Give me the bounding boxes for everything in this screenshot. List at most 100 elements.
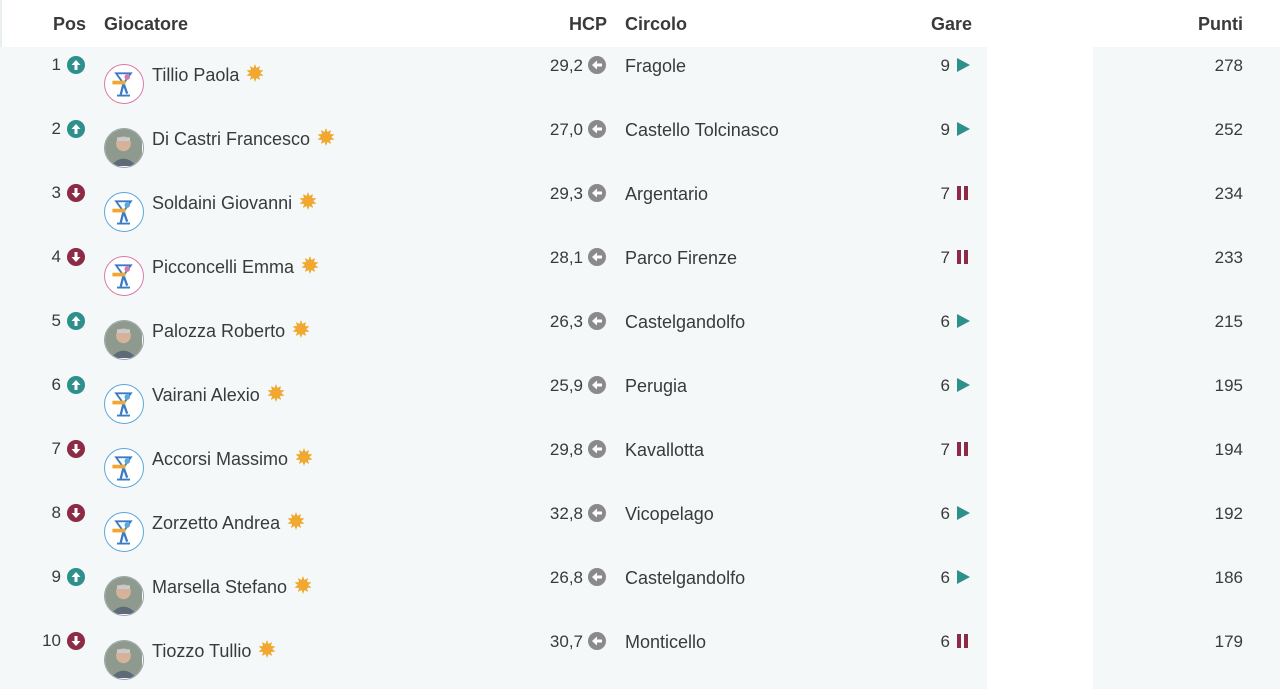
position-number: 2: [51, 119, 61, 138]
races-count: 9: [940, 56, 950, 75]
handicap-value: 28,1: [549, 248, 583, 267]
avatar[interactable]: [104, 512, 144, 552]
position-number: 4: [51, 247, 61, 266]
handicap-value: 25,9: [549, 376, 583, 395]
player-name[interactable]: Soldaini Giovanni: [152, 191, 318, 214]
trend-up-icon: [67, 312, 85, 330]
player-name-label[interactable]: Di Castri Francesco: [152, 129, 311, 149]
play-icon: [955, 376, 971, 394]
player-name[interactable]: Picconcelli Emma: [152, 255, 320, 278]
handicap-value: 29,2: [549, 56, 583, 75]
arrow-left-icon: [588, 248, 606, 266]
handicap-value: 29,3: [549, 184, 583, 203]
table-row[interactable]: 9 Marsella Stefano 26,8 Castelgandolfo 6 186: [0, 554, 1280, 618]
player-name[interactable]: Tillio Paola: [152, 63, 265, 86]
races-count: 6: [940, 504, 950, 523]
avatar[interactable]: [104, 128, 144, 168]
handicap-value: 27,0: [549, 120, 583, 139]
table-row[interactable]: 1 Tillio Paola 29,2 Fragole 9 278: [0, 42, 1280, 106]
header-pos[interactable]: Pos: [53, 14, 87, 34]
player-name[interactable]: Vairani Alexio: [152, 383, 286, 406]
races-count: 6: [940, 376, 950, 395]
points-value: 278: [1214, 56, 1243, 75]
points-value: 195: [1214, 376, 1243, 395]
arrow-left-icon: [588, 120, 606, 138]
player-name[interactable]: Accorsi Massimo: [152, 447, 314, 470]
position-number: 3: [51, 183, 61, 202]
races-count: 6: [940, 312, 950, 331]
pause-icon: [955, 184, 971, 202]
club-name: Vicopelago: [625, 504, 714, 524]
races-count: 6: [940, 632, 950, 651]
avatar[interactable]: [104, 576, 144, 616]
arrow-left-icon: [588, 440, 606, 458]
position-number: 10: [42, 631, 61, 650]
avatar[interactable]: [104, 384, 144, 424]
player-name[interactable]: Tiozzo Tullio: [152, 639, 277, 662]
handicap-value: 29,8: [549, 440, 583, 459]
arrow-left-icon: [588, 504, 606, 522]
table-row[interactable]: 2 Di Castri Francesco 27,0 Castello Tolcina…: [0, 106, 1280, 170]
header-circolo[interactable]: Circolo: [625, 14, 688, 34]
trend-down-icon: [67, 248, 85, 266]
avatar[interactable]: [104, 640, 144, 680]
table-row[interactable]: 3 Soldaini Giovanni 29,3 Argentario 7 234: [0, 170, 1280, 234]
table-row[interactable]: 4 Picconcelli Emma 28,1 Parco Firenze 7 233: [0, 234, 1280, 298]
points-value: 179: [1214, 632, 1243, 651]
player-name-label[interactable]: Zorzetto Andrea: [152, 513, 281, 533]
position-number: 1: [51, 55, 61, 74]
player-name-label[interactable]: Tillio Paola: [152, 65, 240, 85]
arrow-left-icon: [588, 568, 606, 586]
club-name: Castelgandolfo: [625, 312, 746, 332]
player-name[interactable]: Zorzetto Andrea: [152, 511, 306, 534]
points-column-background: [1093, 47, 1280, 689]
trend-down-icon: [67, 504, 85, 522]
header-hcp[interactable]: HCP: [569, 14, 608, 34]
club-name: Kavallotta: [625, 440, 705, 460]
header-gare[interactable]: Gare: [931, 14, 973, 34]
player-name-label[interactable]: Palozza Roberto: [152, 321, 286, 341]
avatar[interactable]: [104, 64, 144, 104]
trend-up-icon: [67, 56, 85, 74]
player-name[interactable]: Di Castri Francesco: [152, 127, 336, 150]
club-name: Parco Firenze: [625, 248, 738, 268]
avatar[interactable]: [104, 448, 144, 488]
arrow-left-icon: [588, 184, 606, 202]
header-punti[interactable]: Punti: [1198, 14, 1243, 34]
star-badge-icon: [266, 383, 286, 403]
avatar[interactable]: [104, 256, 144, 296]
arrow-left-icon: [588, 632, 606, 650]
player-name-label[interactable]: Soldaini Giovanni: [152, 193, 293, 213]
handicap-value: 30,7: [549, 632, 583, 651]
table-row[interactable]: 8 Zorzetto Andrea 32,8 Vicopelago 6 192: [0, 490, 1280, 554]
player-name[interactable]: Marsella Stefano: [152, 575, 313, 598]
points-value: 233: [1214, 248, 1243, 267]
arrow-left-icon: [588, 376, 606, 394]
table-row[interactable]: 6 Vairani Alexio 25,9 Perugia 6 195: [0, 362, 1280, 426]
player-name-label[interactable]: Tiozzo Tullio: [152, 641, 252, 661]
table-row[interactable]: 5 Palozza Roberto 26,3 Castelgandolfo 6 215: [0, 298, 1280, 362]
races-count: 9: [940, 120, 950, 139]
table-row[interactable]: 10 Tiozzo Tullio 30,7 Monticello 6 179: [0, 618, 1280, 682]
star-badge-icon: [298, 191, 318, 211]
club-name: Perugia: [625, 376, 688, 396]
pause-icon: [955, 632, 971, 650]
play-icon: [955, 504, 971, 522]
club-name: Castello Tolcinasco: [625, 120, 779, 140]
player-name-label[interactable]: Marsella Stefano: [152, 577, 288, 597]
player-name-label[interactable]: Picconcelli Emma: [152, 257, 295, 277]
play-icon: [955, 312, 971, 330]
trend-down-icon: [67, 440, 85, 458]
avatar[interactable]: [104, 320, 144, 360]
avatar[interactable]: [104, 192, 144, 232]
header-giocatore[interactable]: Giocatore: [104, 14, 189, 34]
points-value: 186: [1214, 568, 1243, 587]
player-name[interactable]: Palozza Roberto: [152, 319, 311, 342]
races-count: 6: [940, 568, 950, 587]
player-name-label[interactable]: Accorsi Massimo: [152, 449, 289, 469]
position-number: 8: [51, 503, 61, 522]
table-row[interactable]: 7 Accorsi Massimo 29,8 Kavallotta 7 194: [0, 426, 1280, 490]
handicap-value: 26,8: [549, 568, 583, 587]
player-name-label[interactable]: Vairani Alexio: [152, 385, 260, 405]
trend-down-icon: [67, 632, 85, 650]
